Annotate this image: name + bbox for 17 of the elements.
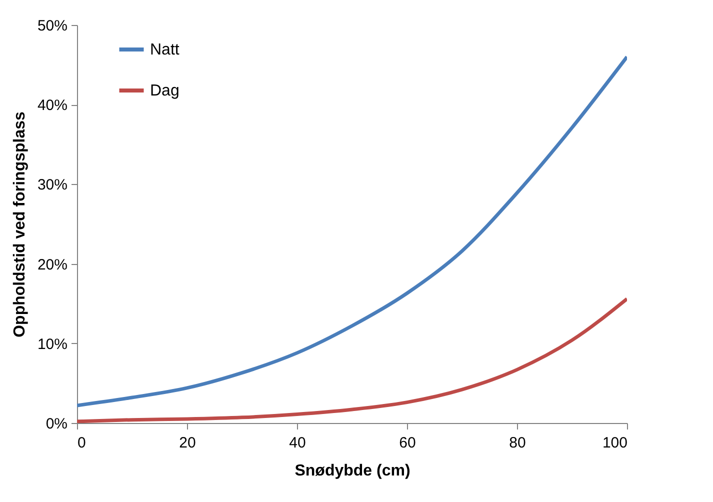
- legend-label: Dag: [150, 82, 180, 100]
- x-tick-label: 20: [179, 434, 196, 452]
- x-tick-label: 100: [602, 434, 628, 452]
- y-tick-label: 50%: [37, 18, 68, 34]
- x-axis-title: Snødybde (cm): [294, 462, 410, 480]
- line-series: [77, 55, 627, 408]
- y-tick-label: 0%: [46, 416, 68, 432]
- y-tick-label: 10%: [37, 336, 68, 353]
- x-tick-label: 40: [289, 434, 306, 452]
- x-tick-label: 80: [509, 434, 526, 452]
- y-tick-label: 20%: [37, 256, 68, 274]
- y-tick-label: 30%: [37, 176, 68, 194]
- x-tick-label: 0: [78, 434, 86, 452]
- y-tick-label: 40%: [37, 97, 68, 114]
- x-tick-label: 60: [399, 434, 416, 452]
- y-axis-title: Oppholdstid ved foringsplass: [11, 112, 28, 338]
- legend-label: Natt: [150, 42, 180, 58]
